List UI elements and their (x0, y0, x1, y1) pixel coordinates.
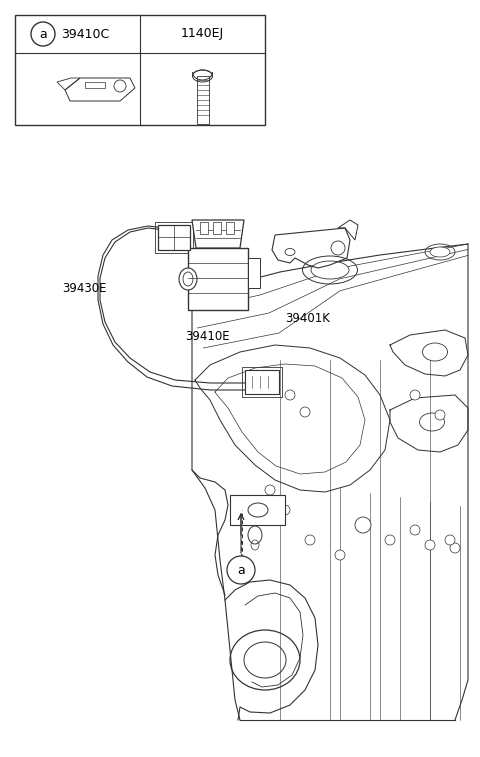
Bar (245, 370, 279, 394)
Circle shape (410, 525, 420, 535)
Polygon shape (192, 220, 244, 248)
Bar (158, 225, 190, 250)
Text: 39410C: 39410C (61, 27, 109, 41)
Circle shape (435, 410, 445, 420)
Bar (188, 248, 248, 310)
Ellipse shape (179, 268, 197, 290)
Circle shape (385, 535, 395, 545)
Circle shape (445, 535, 455, 545)
Ellipse shape (430, 247, 450, 257)
Ellipse shape (311, 261, 349, 279)
Bar (213, 222, 221, 234)
Bar (248, 258, 260, 288)
Ellipse shape (183, 272, 193, 286)
Text: a: a (39, 27, 47, 41)
Text: 1140EJ: 1140EJ (181, 27, 224, 41)
Circle shape (31, 22, 55, 46)
Bar (242, 367, 282, 397)
Bar (226, 222, 234, 234)
Bar (155, 222, 193, 253)
Text: 39410E: 39410E (185, 330, 229, 343)
Circle shape (425, 540, 435, 550)
Circle shape (450, 543, 460, 553)
Bar (200, 222, 208, 234)
Bar (196, 76, 208, 124)
Circle shape (305, 535, 315, 545)
Circle shape (285, 390, 295, 400)
Bar (248, 374, 276, 392)
Bar (15, 15, 265, 125)
Circle shape (265, 485, 275, 495)
Circle shape (114, 80, 126, 92)
Text: 39401K: 39401K (285, 311, 330, 325)
Circle shape (300, 407, 310, 417)
Circle shape (355, 517, 371, 533)
Circle shape (331, 241, 345, 255)
Circle shape (410, 390, 420, 400)
Circle shape (227, 556, 255, 584)
Circle shape (335, 550, 345, 560)
Circle shape (280, 505, 290, 515)
Text: 39430E: 39430E (62, 282, 107, 294)
Text: a: a (237, 563, 245, 577)
Bar (230, 495, 285, 525)
